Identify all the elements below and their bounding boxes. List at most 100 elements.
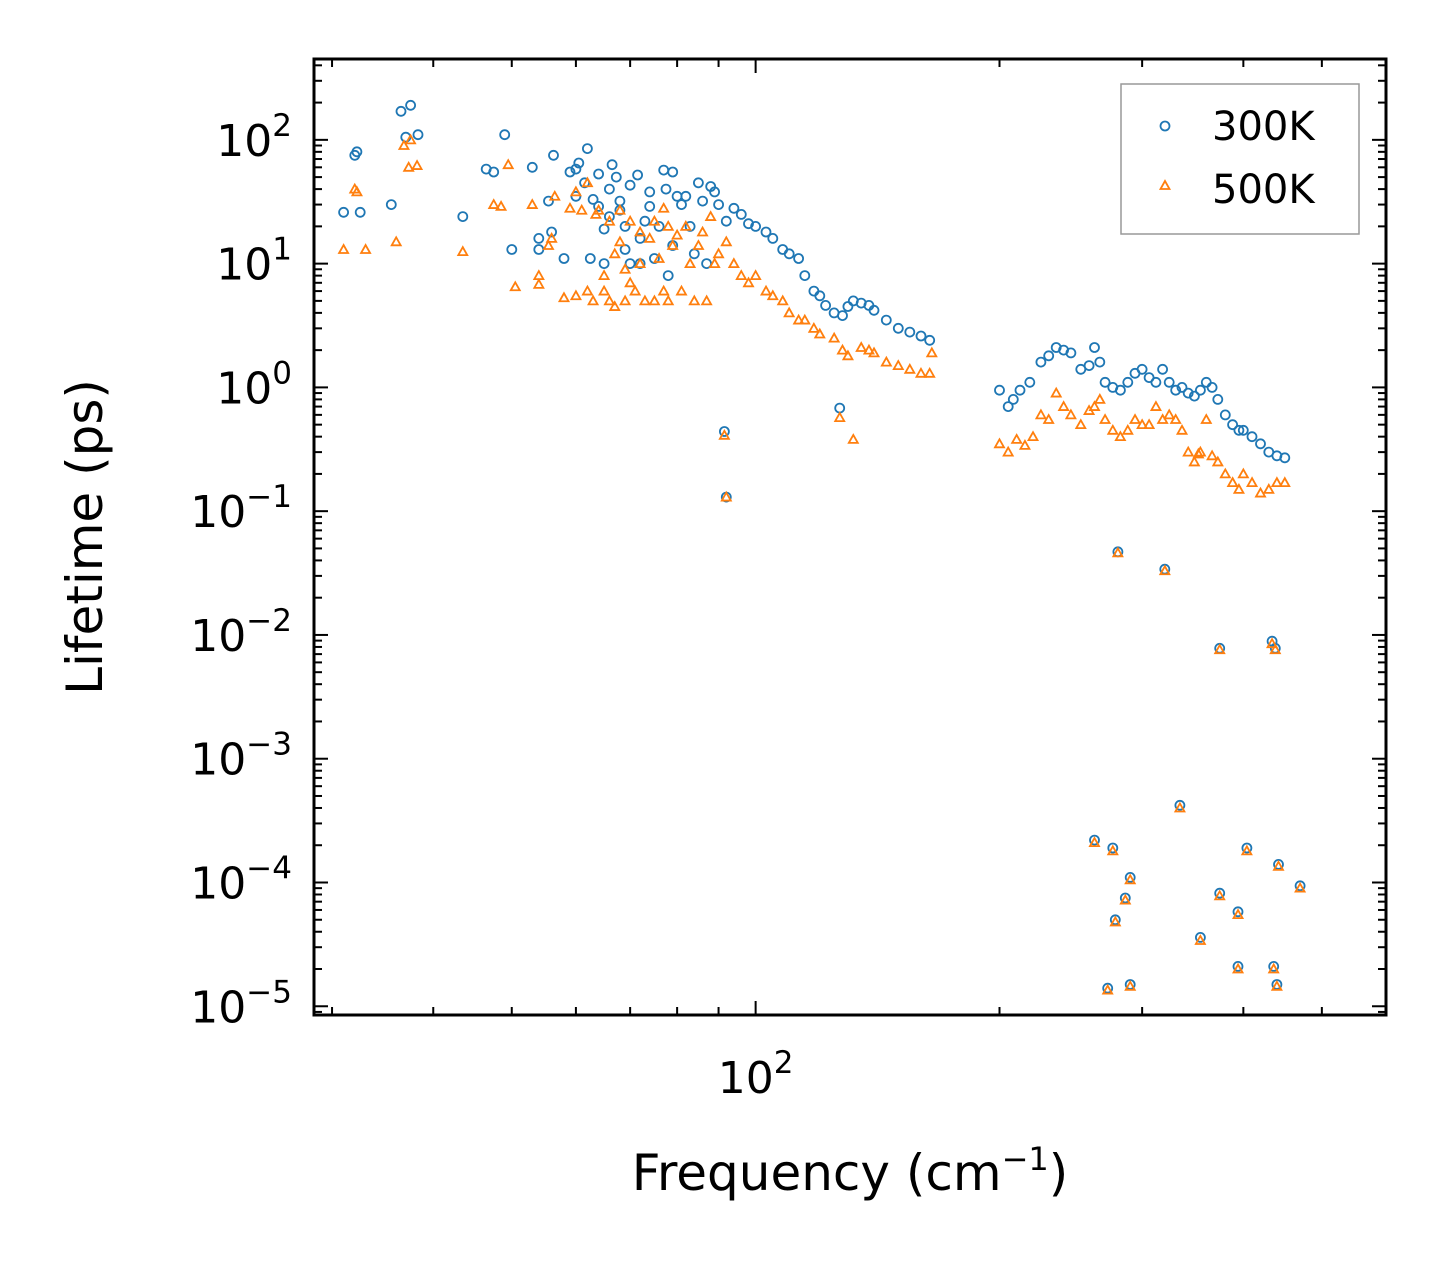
point-500k	[456, 245, 469, 257]
point-500k	[1136, 418, 1149, 430]
point-300k	[868, 304, 880, 316]
point-500k	[657, 284, 670, 296]
point-300k	[783, 248, 795, 260]
point-500k	[648, 214, 661, 226]
point-300k	[533, 232, 545, 244]
point-500k	[880, 355, 893, 367]
point-300k	[598, 258, 610, 270]
point-500k	[598, 269, 611, 281]
point-300k	[564, 166, 576, 178]
point-300k	[1195, 932, 1206, 943]
point-500k	[1106, 844, 1119, 856]
data-points	[337, 99, 1307, 995]
point-500k	[833, 411, 846, 423]
point-300k	[880, 314, 892, 326]
point-500k	[545, 232, 558, 243]
point-500k	[1106, 423, 1119, 435]
point-500k	[1200, 413, 1213, 424]
point-500k	[679, 220, 692, 231]
point-500k	[735, 269, 748, 281]
point-500k	[1272, 860, 1285, 871]
point-300k	[506, 244, 518, 255]
point-500k	[675, 284, 688, 296]
point-500k	[783, 306, 796, 318]
point-500k	[1010, 433, 1023, 444]
point-300k	[1279, 452, 1291, 464]
point-500k	[1211, 455, 1224, 467]
point-500k	[608, 300, 621, 311]
point-500k	[1158, 564, 1171, 576]
point-500k	[634, 257, 647, 269]
point-300k	[570, 163, 582, 175]
point-500k	[575, 203, 588, 215]
point-500k	[720, 490, 733, 502]
point-300k	[1255, 438, 1266, 450]
point-300k	[644, 186, 656, 198]
point-300k	[814, 290, 826, 302]
y-tick-label: 100	[216, 355, 292, 414]
point-500k	[653, 252, 666, 263]
point-300k	[1233, 424, 1245, 436]
point-300k	[735, 208, 747, 220]
point-500k	[1237, 467, 1250, 479]
point-500k	[569, 185, 582, 197]
point-300k	[720, 215, 732, 227]
point-300k	[693, 177, 704, 189]
point-300k	[793, 253, 804, 264]
point-500k	[1266, 637, 1279, 649]
point-500k	[563, 201, 577, 213]
point-300k	[709, 186, 720, 198]
point-500k	[1173, 801, 1186, 813]
series-300k	[338, 99, 1306, 994]
point-500k	[903, 362, 916, 374]
point-300k	[1232, 906, 1244, 918]
point-300k	[1294, 880, 1306, 892]
point-500k	[613, 235, 626, 247]
point-500k	[629, 284, 642, 296]
point-500k	[557, 291, 571, 303]
point-500k	[613, 203, 626, 215]
point-500k	[798, 313, 811, 325]
point-500k	[742, 276, 755, 288]
point-500k	[608, 247, 621, 259]
point-500k	[1267, 962, 1280, 974]
point-500k	[712, 247, 725, 259]
point-300k	[1107, 842, 1119, 854]
point-500k	[526, 198, 539, 209]
point-500k	[1064, 408, 1077, 420]
point-500k	[807, 322, 820, 333]
point-300k	[1195, 384, 1206, 396]
point-500k	[1213, 889, 1226, 901]
point-500k	[727, 257, 740, 269]
point-300k	[632, 169, 643, 181]
point-300k	[767, 232, 779, 244]
point-500k	[766, 289, 779, 301]
point-500k	[1128, 413, 1142, 424]
y-axis-title: Lifetime (ps)	[56, 379, 114, 695]
point-500k	[1034, 408, 1047, 420]
point-500k	[792, 313, 805, 325]
point-300k	[1065, 347, 1077, 359]
point-300k	[573, 157, 585, 169]
point-300k	[546, 226, 557, 238]
point-300k	[526, 161, 538, 173]
point-500k	[867, 346, 881, 358]
point-500k	[892, 359, 905, 371]
point-300k	[660, 183, 672, 195]
point-500k	[532, 278, 545, 289]
point-500k	[720, 235, 733, 247]
point-300k	[593, 200, 604, 212]
point-500k	[648, 294, 661, 306]
point-500k	[759, 284, 773, 296]
point-300k	[1246, 431, 1258, 443]
point-300k	[799, 270, 811, 282]
plot-frame	[312, 57, 1388, 1017]
point-300k	[488, 166, 500, 178]
point-300k	[684, 220, 696, 232]
point-500k	[993, 437, 1006, 449]
point-500k	[1188, 455, 1201, 467]
point-500k	[718, 428, 731, 440]
point-500k	[1240, 844, 1253, 856]
point-300k	[584, 253, 596, 264]
